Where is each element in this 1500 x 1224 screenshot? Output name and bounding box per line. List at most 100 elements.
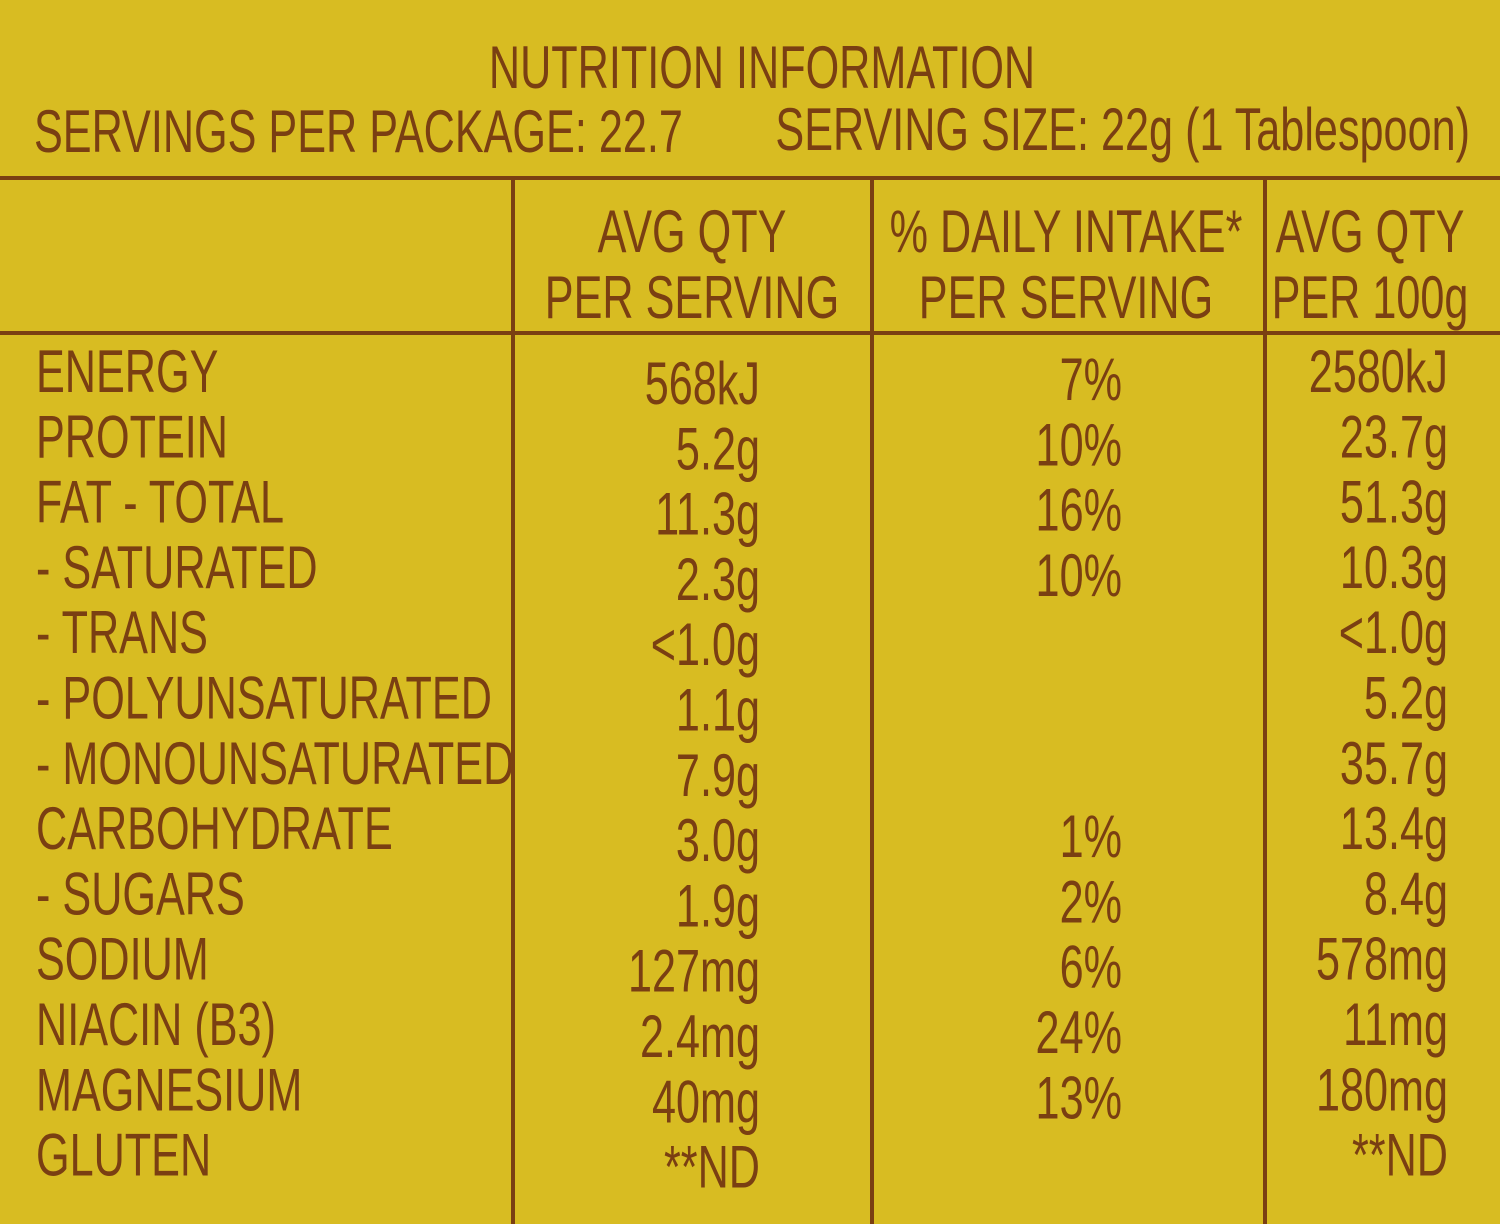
nutrient-value-group: 568kJ xyxy=(645,351,760,418)
column-header: AVG QTY xyxy=(1276,199,1465,266)
nutrient-value-group: 16% xyxy=(1036,478,1122,545)
nutrient-value-group: 35.7g xyxy=(1340,731,1448,798)
nutrient-value: 180mg xyxy=(1316,1058,1448,1125)
nutrient-label-group: SODIUM xyxy=(36,927,209,994)
nutrient-label: MAGNESIUM xyxy=(36,1058,302,1125)
nutrient-label-group: FAT - TOTAL xyxy=(36,470,284,537)
nutrient-label-group: - SATURATED xyxy=(36,535,318,602)
nutrient-value-group: 40mg xyxy=(652,1070,760,1137)
nutrient-value: <1.0g xyxy=(1339,600,1448,667)
nutrient-value: 2580kJ xyxy=(1309,339,1448,406)
nutrient-value-group: 13.4g xyxy=(1340,796,1448,863)
nutrient-value: 2.3g xyxy=(676,547,760,614)
nutrient-value: 10.3g xyxy=(1340,535,1448,602)
nutrient-label: CARBOHYDRATE xyxy=(36,796,393,863)
nutrient-value: 7.9g xyxy=(676,743,760,810)
column-header-group: % DAILY INTAKE* xyxy=(890,199,1243,266)
nutrient-value: 13.4g xyxy=(1340,796,1448,863)
nutrient-value: 11mg xyxy=(1343,992,1448,1059)
nutrient-value-group: 51.3g xyxy=(1340,470,1448,537)
nutrient-label-group: - TRANS xyxy=(36,600,208,667)
nutrient-label-group: - SUGARS xyxy=(36,862,245,929)
column-header: PER SERVING xyxy=(919,265,1213,332)
nutrient-value-group: 24% xyxy=(1036,1000,1122,1067)
serving-size: SERVING SIZE: 22g (1 Tablespoon) xyxy=(775,97,1470,164)
nutrient-value-group: 5.2g xyxy=(676,417,760,484)
nutrient-label: NIACIN (B3) xyxy=(36,992,276,1059)
nutrient-label: SODIUM xyxy=(36,927,209,994)
nutrient-value-group: 2.4mg xyxy=(640,1004,760,1071)
column-header: AVG QTY xyxy=(598,199,787,266)
nutrient-value: 51.3g xyxy=(1340,470,1448,537)
nutrient-value: 11.3g xyxy=(655,482,760,549)
nutrient-value-group: **ND xyxy=(664,1135,760,1202)
nutrient-value-group: 1.9g xyxy=(676,874,760,941)
nutrient-value-group: <1.0g xyxy=(1339,600,1448,667)
nutrient-label: - SUGARS xyxy=(36,862,245,929)
nutrient-value: 10% xyxy=(1036,543,1122,610)
nutrient-label: ENERGY xyxy=(36,339,218,406)
nutrient-value-group: **ND xyxy=(1352,1123,1448,1190)
nutrient-value-group: 6% xyxy=(1060,935,1122,1002)
servings-per-package-group: SERVINGS PER PACKAGE: 22.7 xyxy=(34,99,683,166)
nutrient-value-group: 578mg xyxy=(1316,927,1448,994)
nutrient-label: PROTEIN xyxy=(36,405,228,472)
nutrient-value-group: 11.3g xyxy=(655,482,760,549)
column-header-group: PER SERVING xyxy=(545,265,839,332)
nutrient-value: 568kJ xyxy=(645,351,760,418)
column-header-group: AVG QTY xyxy=(1276,199,1465,266)
nutrient-value: 16% xyxy=(1036,478,1122,545)
nutrient-value: 40mg xyxy=(652,1070,760,1137)
nutrient-value: 5.2g xyxy=(1364,666,1448,733)
nutrient-value: 578mg xyxy=(1316,927,1448,994)
nutrient-label-group: CARBOHYDRATE xyxy=(36,796,393,863)
nutrient-value-group: 2% xyxy=(1060,870,1122,937)
nutrient-label: GLUTEN xyxy=(36,1123,211,1190)
servings-per-package: SERVINGS PER PACKAGE: 22.7 xyxy=(34,99,683,166)
nutrient-value-group: 10.3g xyxy=(1340,535,1448,602)
nutrient-value-group: 7.9g xyxy=(676,743,760,810)
nutrient-label: FAT - TOTAL xyxy=(36,470,284,537)
nutrient-label: - POLYUNSATURATED xyxy=(36,666,492,733)
nutrient-label-group: MAGNESIUM xyxy=(36,1058,302,1125)
nutrient-value-group: 13% xyxy=(1036,1066,1122,1133)
nutrient-value-group: 7% xyxy=(1060,347,1122,414)
nutrient-value: 24% xyxy=(1036,1000,1122,1067)
nutrient-value-group: 1% xyxy=(1060,804,1122,871)
nutrient-value-group: 8.4g xyxy=(1364,862,1448,929)
nutrient-value: 2.4mg xyxy=(640,1004,760,1071)
nutrient-value: 13% xyxy=(1036,1066,1122,1133)
nutrient-value: 5.2g xyxy=(676,417,760,484)
nutrient-value: 1.1g xyxy=(676,678,760,745)
nutrient-value: 8.4g xyxy=(1364,862,1448,929)
nutrient-value: 1% xyxy=(1060,804,1122,871)
nutrient-value-group: 127mg xyxy=(628,939,760,1006)
nutrient-label: - MONOUNSATURATED xyxy=(36,731,514,798)
column-header: PER SERVING xyxy=(545,265,839,332)
nutrient-label-group: GLUTEN xyxy=(36,1123,211,1190)
serving-size-group: SERVING SIZE: 22g (1 Tablespoon) xyxy=(775,97,1470,164)
nutrient-label-group: - MONOUNSATURATED xyxy=(36,731,514,798)
nutrient-value-group: 10% xyxy=(1036,543,1122,610)
nutrient-value: **ND xyxy=(664,1135,760,1202)
nutrient-value: 35.7g xyxy=(1340,731,1448,798)
column-header-group: AVG QTY xyxy=(598,199,787,266)
nutrient-label-group: NIACIN (B3) xyxy=(36,992,276,1059)
title-group: NUTRITION INFORMATION xyxy=(489,35,1035,102)
nutrient-value-group: 5.2g xyxy=(1364,666,1448,733)
nutrient-value: 2% xyxy=(1060,870,1122,937)
nutrient-value: <1.0g xyxy=(651,612,760,679)
nutrient-value-group: 180mg xyxy=(1316,1058,1448,1125)
nutrient-value-group: 2580kJ xyxy=(1309,339,1448,406)
column-header: PER 100g xyxy=(1272,265,1469,332)
nutrient-value-group: 10% xyxy=(1036,413,1122,480)
column-header: % DAILY INTAKE* xyxy=(890,199,1243,266)
nutrient-value: 1.9g xyxy=(676,874,760,941)
column-header-group: PER SERVING xyxy=(919,265,1213,332)
title: NUTRITION INFORMATION xyxy=(489,35,1035,102)
nutrient-value-group: 23.7g xyxy=(1340,405,1448,472)
nutrient-label-group: PROTEIN xyxy=(36,405,228,472)
